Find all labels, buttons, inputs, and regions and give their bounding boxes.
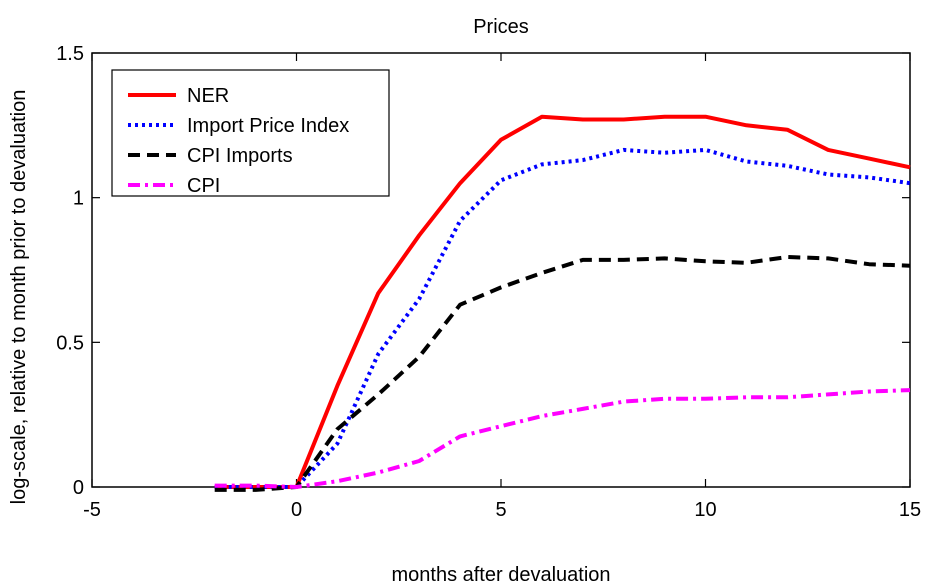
series-line-ner [214, 114, 911, 489]
legend-label: CPI Imports [187, 145, 293, 167]
series-line-cpi-imports [214, 255, 911, 492]
series-line-import-price-index [214, 147, 911, 489]
x-axis-title: months after devaluation [391, 564, 610, 586]
y-tick-label: 1 [73, 188, 84, 210]
chart-title: Prices [473, 16, 529, 38]
y-axis-title: log-scale, relative to month prior to de… [8, 90, 30, 505]
legend: NER Import Price Index CPI Imports CPI [111, 69, 390, 197]
y-tick-label: 0.5 [56, 332, 84, 354]
x-tick-label: 10 [694, 499, 716, 521]
x-tick-label: 0 [291, 499, 302, 521]
y-axis-ticks: 0 0.5 1 1.5 [56, 43, 910, 499]
series-line-cpi [214, 388, 911, 489]
x-tick-label: 15 [899, 499, 921, 521]
legend-label: CPI [187, 175, 220, 197]
legend-label: Import Price Index [187, 115, 349, 137]
y-tick-label: 1.5 [56, 43, 84, 65]
series-lines [214, 114, 911, 492]
legend-label: NER [187, 85, 229, 107]
legend-box [111, 69, 390, 197]
x-tick-label: 5 [495, 499, 506, 521]
y-tick-label: 0 [73, 477, 84, 499]
x-tick-label: -5 [83, 499, 101, 521]
